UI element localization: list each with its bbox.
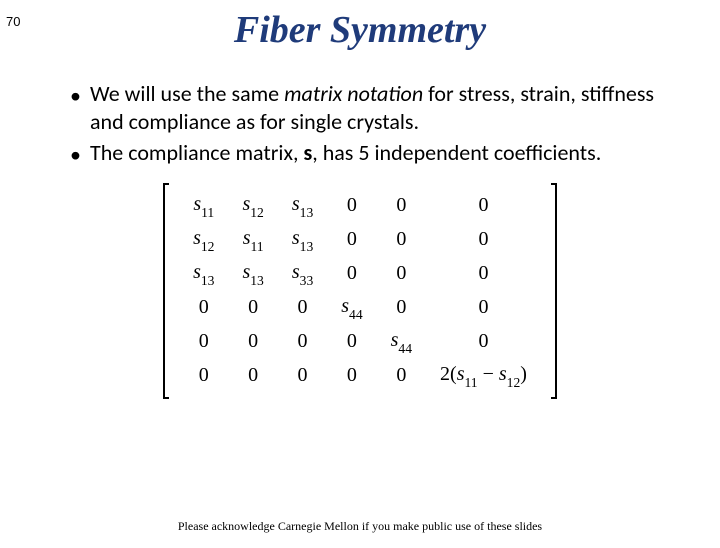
matrix-cell: 2(s11 − s12) [426, 359, 541, 393]
matrix-row: s12s11s13000 [179, 223, 541, 257]
text-segment: We will use the same [90, 80, 284, 107]
matrix-cell: 0 [426, 189, 541, 223]
matrix-cell: 0 [426, 291, 541, 325]
matrix-cell: 0 [179, 325, 228, 359]
matrix-cell: s11 [179, 189, 228, 223]
bullet-text: The compliance matrix, s, has 5 independ… [90, 139, 660, 167]
matrix-cell: 0 [228, 325, 277, 359]
matrix-cell: 0 [179, 291, 228, 325]
matrix-cell: 0 [426, 257, 541, 291]
matrix-cell: s13 [228, 257, 277, 291]
matrix-cell: 0 [228, 359, 277, 393]
matrix-cell: 0 [327, 189, 376, 223]
text-segment: The compliance matrix, [90, 139, 303, 166]
matrix-cell: s11 [228, 223, 277, 257]
matrix-cell: 0 [377, 223, 426, 257]
bullet-item: • The compliance matrix, s, has 5 indepe… [70, 139, 660, 169]
matrix-cell: s12 [228, 189, 277, 223]
matrix-cell: s44 [327, 291, 376, 325]
matrix-cell: 0 [228, 291, 277, 325]
matrix-row: s13s13s33000 [179, 257, 541, 291]
matrix-cell: 0 [426, 325, 541, 359]
matrix-cell: 0 [377, 257, 426, 291]
matrix-cell: 0 [278, 291, 327, 325]
matrix-cell: 0 [327, 325, 376, 359]
matrix-cell: 0 [278, 325, 327, 359]
matrix-container: s11s12s13000s12s11s13000s13s13s33000000s… [0, 183, 720, 399]
bullet-item: • We will use the same matrix notation f… [70, 80, 660, 135]
footer-attribution: Please acknowledge Carnegie Mellon if yo… [0, 519, 720, 534]
matrix-cell: 0 [278, 359, 327, 393]
matrix-cell: 0 [327, 223, 376, 257]
matrix-table: s11s12s13000s12s11s13000s13s13s33000000s… [179, 189, 541, 393]
text-bold: s [303, 139, 312, 166]
compliance-matrix: s11s12s13000s12s11s13000s13s13s33000000s… [163, 183, 557, 399]
matrix-row: 000002(s11 − s12) [179, 359, 541, 393]
matrix-row: 000s4400 [179, 291, 541, 325]
bullet-dot: • [70, 139, 90, 169]
matrix-cell: s13 [278, 189, 327, 223]
matrix-cell: s33 [278, 257, 327, 291]
bullet-list: • We will use the same matrix notation f… [70, 80, 660, 169]
matrix-cell: 0 [377, 189, 426, 223]
bracket-right [551, 183, 557, 399]
slide-title: Fiber Symmetry [0, 8, 720, 52]
matrix-cell: 0 [327, 359, 376, 393]
bullet-dot: • [70, 80, 90, 110]
matrix-cell: 0 [377, 359, 426, 393]
bracket-left [163, 183, 169, 399]
text-segment: , has 5 independent coefficients. [312, 139, 601, 166]
matrix-row: s11s12s13000 [179, 189, 541, 223]
matrix-cell: 0 [377, 291, 426, 325]
page-number: 70 [6, 14, 20, 29]
matrix-cell: 0 [327, 257, 376, 291]
bullet-text: We will use the same matrix notation for… [90, 80, 660, 135]
matrix-cell: s13 [179, 257, 228, 291]
matrix-cell: s12 [179, 223, 228, 257]
matrix-cell: s13 [278, 223, 327, 257]
matrix-row: 0000s440 [179, 325, 541, 359]
text-emphasis: matrix notation [284, 80, 423, 107]
matrix-cell: 0 [426, 223, 541, 257]
matrix-cell: 0 [179, 359, 228, 393]
matrix-cell: s44 [377, 325, 426, 359]
